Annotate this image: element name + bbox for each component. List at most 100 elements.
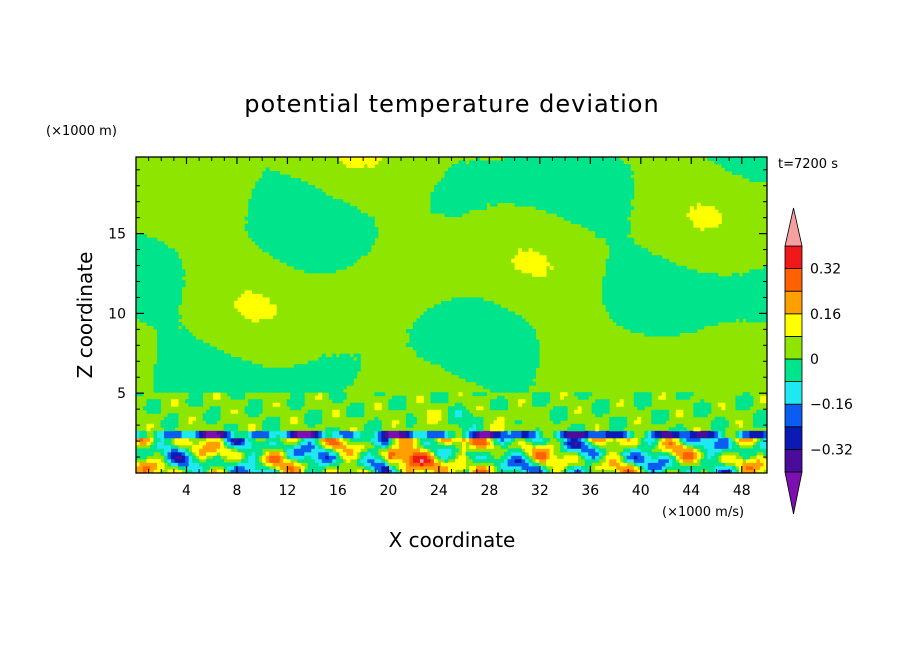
contour-cell <box>297 223 302 228</box>
contour-cell <box>325 234 330 239</box>
contour-cell <box>507 357 512 362</box>
contour-cell <box>318 374 323 379</box>
contour-cell <box>325 195 330 200</box>
contour-cell <box>234 385 239 390</box>
contour-cell <box>164 269 168 274</box>
contour-cell <box>462 364 466 369</box>
contour-cell <box>574 192 579 197</box>
contour-cell <box>227 427 232 432</box>
contour-cell <box>472 199 477 204</box>
contour-cell <box>483 353 487 358</box>
contour-cell <box>160 462 165 467</box>
contour-cell <box>521 434 526 439</box>
contour-cell <box>483 178 487 182</box>
contour-cell <box>335 206 340 211</box>
contour-cell <box>440 339 445 344</box>
contour-cell <box>497 423 501 428</box>
contour-cell <box>465 339 470 344</box>
contour-cell <box>234 378 239 383</box>
contour-cell <box>258 227 263 232</box>
contour-cell <box>230 364 235 369</box>
contour-cell <box>476 441 480 446</box>
contour-cell <box>307 255 312 260</box>
contour-cell <box>167 385 172 390</box>
time-label: t=7200 s <box>778 157 838 172</box>
contour-cell <box>433 462 438 467</box>
contour-cell <box>255 311 260 316</box>
contour-cell <box>426 322 431 326</box>
contour-cell <box>384 437 389 442</box>
contour-cell <box>574 181 579 186</box>
contour-cell <box>518 399 523 404</box>
contour-cell <box>213 378 218 383</box>
contour-cell <box>430 409 435 414</box>
contour-cell <box>286 241 291 246</box>
contour-cell <box>304 258 309 263</box>
contour-cell <box>363 465 368 470</box>
contour-cell <box>332 395 337 400</box>
contour-cell <box>563 174 568 179</box>
contour-cell <box>455 307 459 312</box>
contour-cell <box>265 209 270 214</box>
contour-cell <box>286 220 291 225</box>
contour-cell <box>370 227 375 232</box>
contour-cell <box>150 283 154 288</box>
contour-cell <box>521 164 526 168</box>
contour-cell <box>139 318 144 323</box>
contour-cell <box>483 318 487 323</box>
contour-cell <box>370 451 375 456</box>
contour-cell <box>493 385 498 390</box>
contour-cell <box>476 458 480 463</box>
contour-cell <box>507 360 512 365</box>
contour-cell <box>346 374 351 379</box>
contour-cell <box>581 441 586 446</box>
contour-cell <box>286 206 291 211</box>
contour-cell <box>216 364 221 369</box>
contour-cell <box>185 360 189 365</box>
contour-cell <box>178 346 182 351</box>
contour-cell <box>192 350 196 355</box>
contour-cell <box>272 374 277 379</box>
contour-cell <box>269 451 274 456</box>
contour-cell <box>241 307 246 312</box>
contour-cell <box>490 188 494 193</box>
contour-cell <box>476 297 480 302</box>
contour-cell <box>286 385 291 390</box>
contour-cell <box>493 329 498 333</box>
contour-cell <box>360 402 365 407</box>
contour-cell <box>304 206 309 211</box>
contour-cell <box>521 441 526 446</box>
contour-cell <box>584 448 589 453</box>
contour-cell <box>535 269 540 274</box>
contour-cell <box>171 276 175 281</box>
contour-cell <box>283 367 288 372</box>
contour-cell <box>444 300 449 305</box>
contour-cell <box>332 353 337 358</box>
contour-cell <box>469 451 473 456</box>
contour-cell <box>356 234 361 239</box>
contour-cell <box>335 430 340 435</box>
contour-cell <box>433 392 438 397</box>
contour-cell <box>377 402 382 407</box>
contour-cell <box>136 465 140 470</box>
contour-cell <box>556 434 561 439</box>
contour-cell <box>272 220 277 225</box>
contour-cell <box>504 195 508 200</box>
contour-cell <box>560 178 565 182</box>
contour-cell <box>476 332 480 337</box>
contour-cell <box>167 307 172 312</box>
contour-cell <box>514 322 519 326</box>
contour-cell <box>574 213 579 218</box>
contour-cell <box>395 458 400 463</box>
contour-cell <box>430 430 435 435</box>
contour-cell <box>444 346 449 351</box>
contour-cell <box>237 357 242 362</box>
contour-cell <box>269 441 274 446</box>
contour-cell <box>279 258 284 263</box>
contour-cell <box>248 209 253 214</box>
contour-cell <box>304 437 309 442</box>
contour-field <box>136 157 768 474</box>
contour-cell <box>314 269 319 274</box>
contour-cell <box>469 185 473 189</box>
contour-cell <box>276 434 281 439</box>
